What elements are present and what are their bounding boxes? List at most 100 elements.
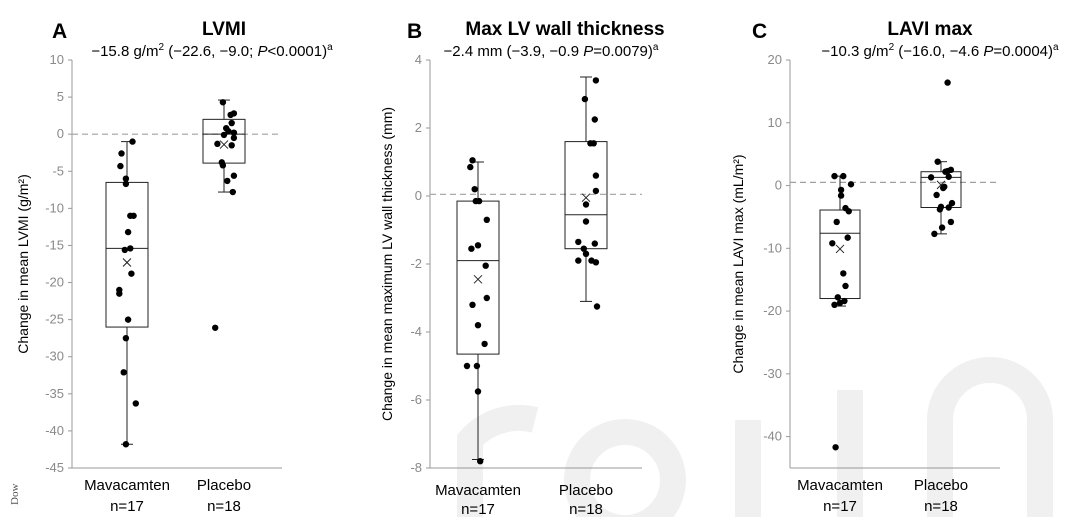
- group-placebo: Placebo n=18: [914, 79, 968, 515]
- panel-c: C LAVI max −10.3 g/m2 (−16.0, −4.6 P=0.000…: [730, 19, 1059, 515]
- group-n: n=17: [461, 501, 495, 517]
- data-point: [483, 216, 490, 223]
- y-tick-label: 10: [768, 115, 782, 130]
- group-mavacamten: Mavacamten n=17: [797, 172, 883, 515]
- data-point: [947, 218, 955, 226]
- y-tick-label: -8: [410, 460, 422, 475]
- data-point: [938, 224, 946, 231]
- data-point: [575, 257, 582, 264]
- y-tick-label: 0: [415, 188, 422, 203]
- mean-marker: [581, 193, 591, 203]
- y-axis-label: Change in mean LVMI (g/m²): [15, 174, 31, 353]
- data-point: [469, 157, 476, 164]
- data-point: [212, 324, 219, 331]
- data-point: [831, 301, 838, 308]
- box: [819, 209, 861, 300]
- data-point: [120, 369, 127, 376]
- data-point: [582, 201, 590, 208]
- data-point: [927, 174, 935, 181]
- data-point: [847, 181, 855, 188]
- p-label: P: [583, 43, 593, 60]
- data-point: [122, 180, 130, 188]
- data-point: [841, 297, 848, 305]
- panel-title: Max LV wall thickness: [465, 19, 664, 40]
- y-tick-label: -25: [45, 312, 64, 327]
- data-point: [834, 294, 841, 301]
- data-point: [475, 197, 483, 205]
- data-point: [474, 242, 482, 249]
- data-point: [942, 168, 949, 175]
- side-text: Dow: [9, 484, 21, 505]
- data-point: [117, 162, 124, 170]
- data-point: [940, 184, 947, 192]
- y-tick-label: -10: [763, 240, 782, 255]
- data-point: [931, 230, 938, 238]
- y-tick-label: -20: [45, 275, 64, 290]
- data-point: [582, 218, 590, 225]
- p-value: <0.0001): [267, 43, 327, 60]
- y-tick-label: -40: [763, 429, 782, 444]
- data-point: [214, 140, 221, 148]
- data-point: [936, 206, 944, 213]
- group-n: n=17: [823, 498, 857, 515]
- data-point: [833, 218, 840, 226]
- group-label: Placebo: [914, 477, 968, 494]
- data-point: [127, 212, 134, 219]
- data-point: [831, 172, 838, 180]
- data-point: [124, 228, 132, 236]
- data-point: [840, 172, 847, 180]
- data-point: [220, 131, 228, 139]
- y-tick-label: -35: [45, 386, 64, 401]
- y-tick-label: 0: [775, 178, 782, 193]
- y-tick-label: -30: [45, 349, 64, 364]
- data-point: [473, 362, 481, 370]
- data-point: [592, 77, 600, 84]
- mean-marker: [122, 258, 132, 267]
- data-point: [121, 246, 128, 254]
- panel-letter: A: [52, 20, 67, 43]
- data-point: [229, 188, 236, 196]
- footnote-mark: a: [327, 42, 333, 53]
- panel-title: LVMI: [202, 19, 246, 40]
- effect-ci: (−16.0, −4.6: [894, 43, 983, 60]
- effect-estimate: −2.4 mm (−3.9, −0.9 P=0.0079)a: [444, 42, 659, 60]
- y-axis-label: Change in mean maximum LV wall thickness…: [379, 107, 395, 421]
- data-point: [228, 119, 235, 127]
- panel-letter: B: [407, 20, 422, 43]
- group-mavacamten: Mavacamten n=17: [84, 138, 170, 515]
- data-point: [224, 177, 231, 185]
- group-n: n=17: [110, 498, 144, 515]
- data-point: [842, 282, 849, 290]
- panel-a: A LVMI −15.8 g/m2 (−22.6, −9.0; P<0.0001)a…: [15, 19, 333, 515]
- mean-marker: [936, 180, 946, 190]
- data-point: [840, 270, 847, 277]
- data-point: [122, 175, 130, 182]
- watermark: [457, 357, 1053, 517]
- data-point: [837, 192, 845, 199]
- group-n: n=18: [207, 498, 241, 515]
- y-tick-label: -10: [45, 200, 64, 215]
- y-tick-label: -40: [45, 423, 64, 438]
- data-point: [592, 172, 600, 179]
- p-value: =0.0079): [593, 43, 653, 60]
- group-n: n=18: [569, 501, 603, 517]
- data-point: [477, 458, 484, 465]
- panel-title: LAVI max: [887, 19, 973, 40]
- data-point: [219, 162, 227, 169]
- data-point: [845, 208, 852, 215]
- box: [564, 141, 608, 250]
- data-point: [468, 245, 475, 252]
- effect-main: −10.3 g/m: [821, 43, 888, 60]
- data-point: [471, 186, 478, 193]
- panel-letter: C: [752, 20, 767, 43]
- effect-unit-superscript: 2: [889, 42, 895, 53]
- group-placebo: Placebo n=18: [197, 99, 251, 515]
- data-point: [832, 444, 839, 451]
- data-point: [124, 316, 132, 323]
- data-point: [482, 262, 489, 269]
- p-label: P: [983, 43, 993, 60]
- y-tick-label: 10: [50, 52, 64, 67]
- effect-unit-superscript: 2: [158, 42, 164, 53]
- data-point: [128, 270, 135, 277]
